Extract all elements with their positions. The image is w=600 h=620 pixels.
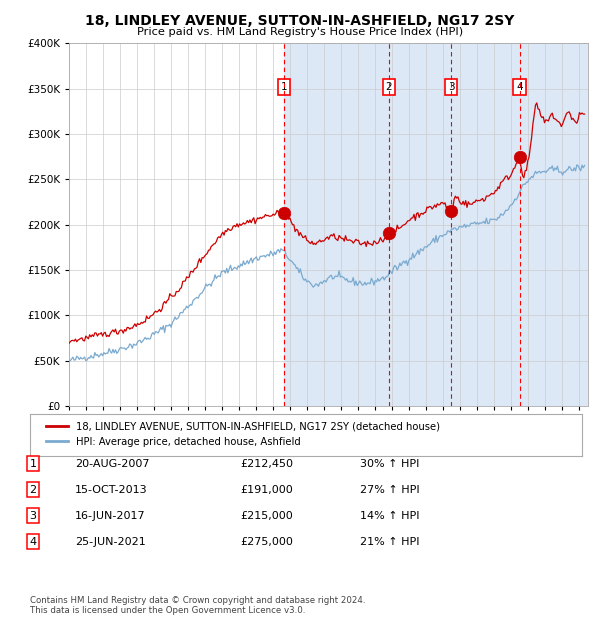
Text: 20-AUG-2007: 20-AUG-2007 bbox=[75, 459, 149, 469]
Text: Contains HM Land Registry data © Crown copyright and database right 2024.
This d: Contains HM Land Registry data © Crown c… bbox=[30, 596, 365, 615]
Text: Price paid vs. HM Land Registry's House Price Index (HPI): Price paid vs. HM Land Registry's House … bbox=[137, 27, 463, 37]
Text: 3: 3 bbox=[448, 82, 455, 92]
Text: 27% ↑ HPI: 27% ↑ HPI bbox=[360, 485, 419, 495]
Text: 18, LINDLEY AVENUE, SUTTON-IN-ASHFIELD, NG17 2SY: 18, LINDLEY AVENUE, SUTTON-IN-ASHFIELD, … bbox=[85, 14, 515, 28]
Text: 15-OCT-2013: 15-OCT-2013 bbox=[75, 485, 148, 495]
Text: 4: 4 bbox=[516, 82, 523, 92]
Text: 1: 1 bbox=[281, 82, 287, 92]
Text: 4: 4 bbox=[29, 537, 37, 547]
Text: 1: 1 bbox=[29, 459, 37, 469]
Text: 2: 2 bbox=[29, 485, 37, 495]
Text: 21% ↑ HPI: 21% ↑ HPI bbox=[360, 537, 419, 547]
Text: 3: 3 bbox=[29, 511, 37, 521]
Text: £275,000: £275,000 bbox=[240, 537, 293, 547]
Text: £215,000: £215,000 bbox=[240, 511, 293, 521]
Text: 30% ↑ HPI: 30% ↑ HPI bbox=[360, 459, 419, 469]
Text: 14% ↑ HPI: 14% ↑ HPI bbox=[360, 511, 419, 521]
Bar bbox=[284, 43, 600, 406]
Legend: 18, LINDLEY AVENUE, SUTTON-IN-ASHFIELD, NG17 2SY (detached house), HPI: Average : 18, LINDLEY AVENUE, SUTTON-IN-ASHFIELD, … bbox=[41, 417, 445, 453]
Text: £212,450: £212,450 bbox=[240, 459, 293, 469]
Text: 25-JUN-2021: 25-JUN-2021 bbox=[75, 537, 146, 547]
Text: 16-JUN-2017: 16-JUN-2017 bbox=[75, 511, 146, 521]
Text: £191,000: £191,000 bbox=[240, 485, 293, 495]
Text: 2: 2 bbox=[385, 82, 392, 92]
